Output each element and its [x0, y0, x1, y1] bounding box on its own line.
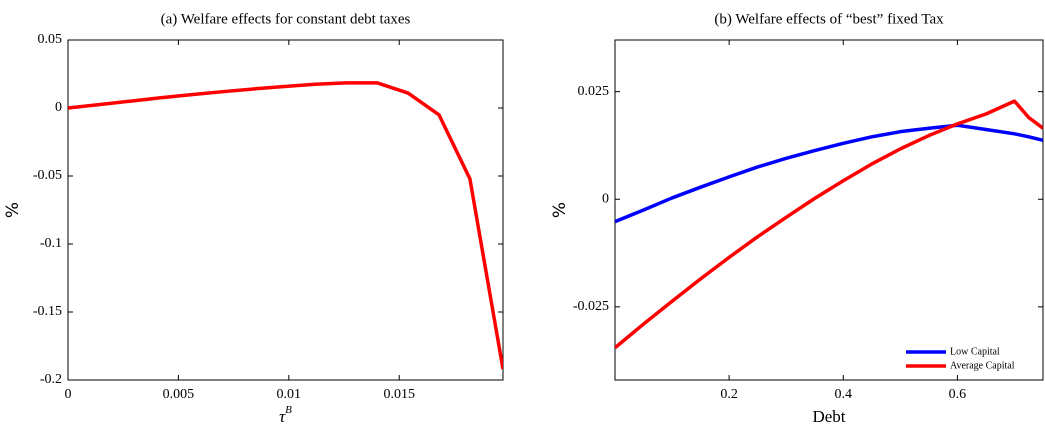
legend-label: Average Capital	[950, 360, 1015, 371]
y-tick-label: -0.05	[33, 168, 62, 183]
y-tick-label: 0	[55, 100, 62, 115]
y-tick-label: 0.05	[38, 32, 63, 47]
x-axis-label-text: Debt	[812, 407, 845, 426]
y-axis-label: %	[3, 202, 23, 218]
data-line	[68, 81, 503, 370]
x-axis-label-sup: B	[285, 404, 292, 416]
y-tick-label: 0.025	[578, 84, 610, 99]
y-tick-label: 0	[602, 191, 609, 206]
axes-box	[67, 39, 504, 381]
chart-title: (a) Welfare effects for constant debt ta…	[161, 11, 411, 27]
x-axis-label-text: τ	[279, 407, 286, 426]
legend-label: Low Capital	[950, 346, 1000, 357]
x-axis-label: Debt	[812, 407, 845, 426]
x-tick-label: 0.01	[277, 387, 302, 402]
chart: (a) Welfare effects for constant debt ta…	[3, 11, 504, 426]
data-line	[615, 123, 1043, 224]
y-axis-label: %	[550, 202, 570, 218]
y-tick-label: -0.2	[40, 372, 62, 387]
data-line	[615, 99, 1043, 350]
x-tick-label: 0.015	[383, 387, 415, 402]
y-tick-label: -0.025	[573, 299, 609, 314]
x-tick-label: 0	[65, 387, 72, 402]
y-tick-label: -0.1	[40, 236, 62, 251]
chart: (b) Welfare effects of “best” fixed Tax -…	[550, 11, 1044, 426]
axes-box	[614, 39, 1044, 381]
x-axis-label: τB	[279, 404, 292, 426]
chart-title: (b) Welfare effects of “best” fixed Tax	[714, 11, 944, 27]
x-tick-label: 0.005	[163, 387, 195, 402]
y-tick-label: -0.15	[33, 304, 62, 319]
x-tick-label: 0.2	[720, 387, 738, 402]
x-tick-label: 0.6	[949, 387, 967, 402]
x-tick-label: 0.4	[835, 387, 853, 402]
